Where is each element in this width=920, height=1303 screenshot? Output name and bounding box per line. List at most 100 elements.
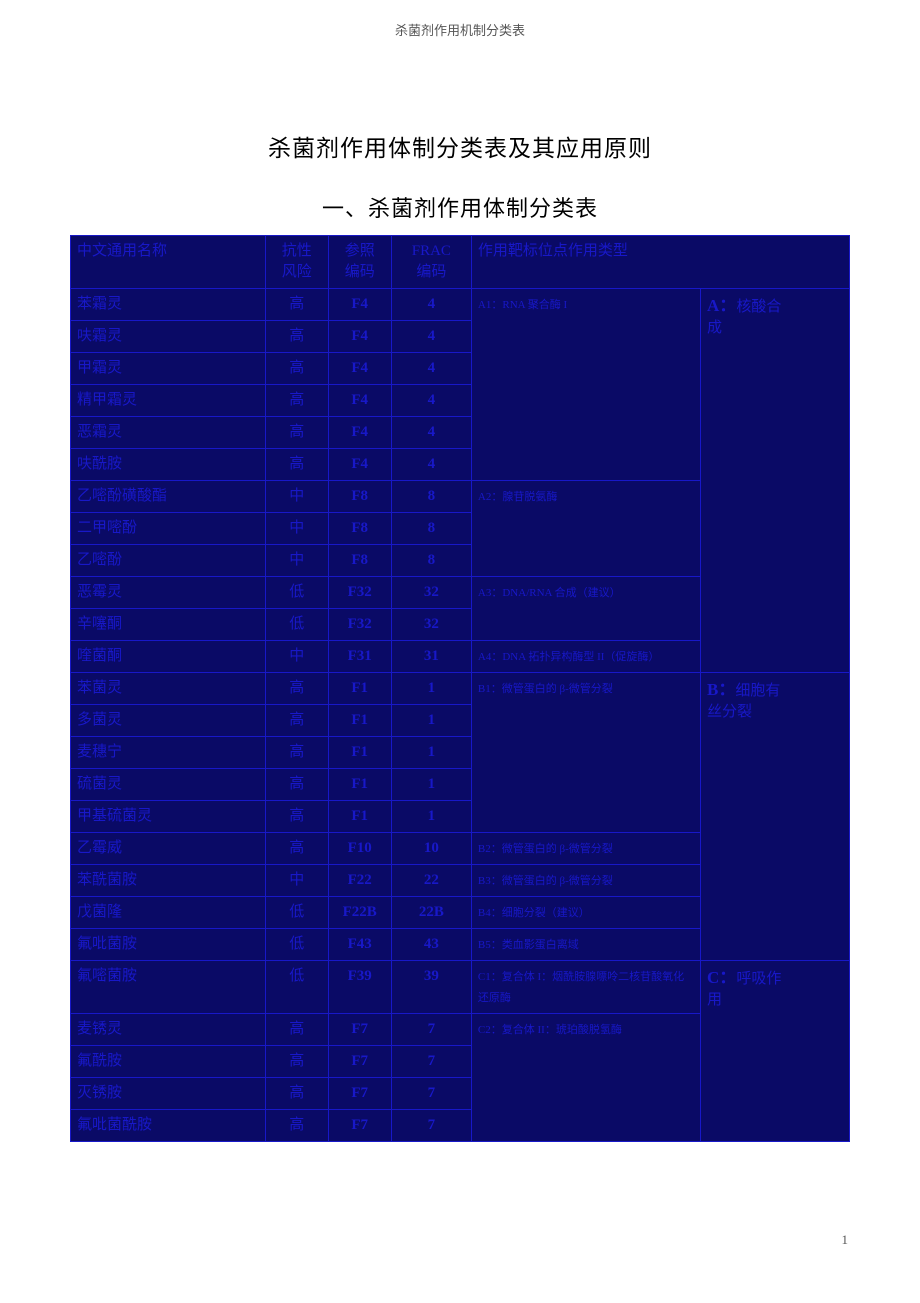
header-name: 中文通用名称 bbox=[71, 236, 266, 289]
cell-risk: 高 bbox=[265, 673, 328, 705]
cell-ref: F10 bbox=[328, 833, 391, 865]
cell-name: 硫菌灵 bbox=[71, 769, 266, 801]
cell-ref: F4 bbox=[328, 449, 391, 481]
cell-risk: 高 bbox=[265, 1110, 328, 1142]
cell-name: 呋霜灵 bbox=[71, 321, 266, 353]
table-row: 苯霜灵高F44A1：RNA 聚合酶 IA：核酸合成 bbox=[71, 289, 850, 321]
table-header-row: 中文通用名称抗性风险参照编码FRAC编码作用靶标位点作用类型 bbox=[71, 236, 850, 289]
cell-frac: 7 bbox=[391, 1110, 471, 1142]
cell-risk: 中 bbox=[265, 513, 328, 545]
cell-risk: 高 bbox=[265, 449, 328, 481]
cell-ref: F8 bbox=[328, 545, 391, 577]
cell-ref: F4 bbox=[328, 353, 391, 385]
cell-name: 麦穗宁 bbox=[71, 737, 266, 769]
cell-ref: F4 bbox=[328, 417, 391, 449]
cell-ref: F8 bbox=[328, 481, 391, 513]
cell-risk: 中 bbox=[265, 641, 328, 673]
cell-name: 氟酰胺 bbox=[71, 1046, 266, 1078]
cell-risk: 高 bbox=[265, 417, 328, 449]
cell-target: A1：RNA 聚合酶 I bbox=[471, 289, 700, 481]
cell-risk: 低 bbox=[265, 961, 328, 1014]
table-row: 氟嘧菌胺低F3939C1：复合体 I：烟酰胺腺嘌呤二核苷酸氧化还原酶C：呼吸作用 bbox=[71, 961, 850, 1014]
cell-risk: 高 bbox=[265, 769, 328, 801]
cell-target: B5：类血影蛋白离域 bbox=[471, 929, 700, 961]
cell-frac: 32 bbox=[391, 609, 471, 641]
cell-frac: 31 bbox=[391, 641, 471, 673]
header-target-type: 作用靶标位点作用类型 bbox=[471, 236, 849, 289]
cell-frac: 22 bbox=[391, 865, 471, 897]
cell-name: 麦锈灵 bbox=[71, 1014, 266, 1046]
cell-risk: 高 bbox=[265, 1046, 328, 1078]
cell-name: 乙嘧酚磺酸酯 bbox=[71, 481, 266, 513]
cell-frac: 4 bbox=[391, 289, 471, 321]
header-ref: 参照编码 bbox=[328, 236, 391, 289]
cell-frac: 22B bbox=[391, 897, 471, 929]
header-risk: 抗性风险 bbox=[265, 236, 328, 289]
cell-name: 二甲嘧酚 bbox=[71, 513, 266, 545]
cell-risk: 高 bbox=[265, 1078, 328, 1110]
cell-target: A3：DNA/RNA 合成（建议） bbox=[471, 577, 700, 641]
cell-frac: 8 bbox=[391, 481, 471, 513]
page-title: 杀菌剂作用体制分类表及其应用原则 bbox=[70, 129, 850, 163]
cell-name: 喹菌酮 bbox=[71, 641, 266, 673]
cell-target: B4：细胞分裂（建议） bbox=[471, 897, 700, 929]
cell-frac: 4 bbox=[391, 321, 471, 353]
cell-frac: 1 bbox=[391, 737, 471, 769]
cell-name: 乙嘧酚 bbox=[71, 545, 266, 577]
cell-frac: 7 bbox=[391, 1014, 471, 1046]
cell-name: 精甲霜灵 bbox=[71, 385, 266, 417]
cell-risk: 高 bbox=[265, 737, 328, 769]
cell-frac: 1 bbox=[391, 769, 471, 801]
cell-name: 恶霜灵 bbox=[71, 417, 266, 449]
cell-type: C：呼吸作用 bbox=[701, 961, 850, 1142]
cell-risk: 高 bbox=[265, 385, 328, 417]
cell-ref: F7 bbox=[328, 1078, 391, 1110]
cell-name: 苯菌灵 bbox=[71, 673, 266, 705]
cell-frac: 1 bbox=[391, 705, 471, 737]
cell-ref: F32 bbox=[328, 609, 391, 641]
cell-risk: 中 bbox=[265, 481, 328, 513]
cell-ref: F7 bbox=[328, 1110, 391, 1142]
cell-ref: F1 bbox=[328, 737, 391, 769]
cell-name: 呋酰胺 bbox=[71, 449, 266, 481]
page-number: 1 bbox=[70, 1232, 850, 1248]
cell-frac: 7 bbox=[391, 1046, 471, 1078]
cell-frac: 1 bbox=[391, 801, 471, 833]
cell-ref: F1 bbox=[328, 673, 391, 705]
cell-risk: 低 bbox=[265, 577, 328, 609]
cell-risk: 高 bbox=[265, 705, 328, 737]
header-frac: FRAC编码 bbox=[391, 236, 471, 289]
cell-name: 氟吡菌胺 bbox=[71, 929, 266, 961]
cell-frac: 4 bbox=[391, 417, 471, 449]
cell-ref: F1 bbox=[328, 705, 391, 737]
cell-risk: 低 bbox=[265, 897, 328, 929]
cell-ref: F22 bbox=[328, 865, 391, 897]
cell-target: C1：复合体 I：烟酰胺腺嘌呤二核苷酸氧化还原酶 bbox=[471, 961, 700, 1014]
cell-target: A2：腺苷脱氨酶 bbox=[471, 481, 700, 577]
cell-target: B3：微管蛋白的 β-微管分裂 bbox=[471, 865, 700, 897]
cell-name: 灭锈胺 bbox=[71, 1078, 266, 1110]
cell-risk: 高 bbox=[265, 289, 328, 321]
cell-target: B2：微管蛋白的 β-微管分裂 bbox=[471, 833, 700, 865]
cell-name: 辛噻酮 bbox=[71, 609, 266, 641]
cell-frac: 4 bbox=[391, 449, 471, 481]
cell-ref: F7 bbox=[328, 1014, 391, 1046]
cell-target: A4：DNA 拓扑异构酶型 II（促旋酶） bbox=[471, 641, 700, 673]
cell-type: B：细胞有丝分裂 bbox=[701, 673, 850, 961]
cell-ref: F4 bbox=[328, 321, 391, 353]
cell-name: 氟嘧菌胺 bbox=[71, 961, 266, 1014]
cell-frac: 4 bbox=[391, 353, 471, 385]
table-row: 苯菌灵高F11B1：微管蛋白的 β-微管分裂B：细胞有丝分裂 bbox=[71, 673, 850, 705]
cell-name: 苯霜灵 bbox=[71, 289, 266, 321]
cell-target: C2：复合体 II：琥珀酸脱氢酶 bbox=[471, 1014, 700, 1142]
cell-frac: 1 bbox=[391, 673, 471, 705]
cell-name: 苯酰菌胺 bbox=[71, 865, 266, 897]
cell-frac: 32 bbox=[391, 577, 471, 609]
cell-frac: 8 bbox=[391, 545, 471, 577]
page-running-header: 杀菌剂作用机制分类表 bbox=[70, 20, 850, 39]
cell-risk: 高 bbox=[265, 1014, 328, 1046]
cell-name: 多菌灵 bbox=[71, 705, 266, 737]
cell-risk: 高 bbox=[265, 321, 328, 353]
cell-ref: F22B bbox=[328, 897, 391, 929]
cell-frac: 10 bbox=[391, 833, 471, 865]
